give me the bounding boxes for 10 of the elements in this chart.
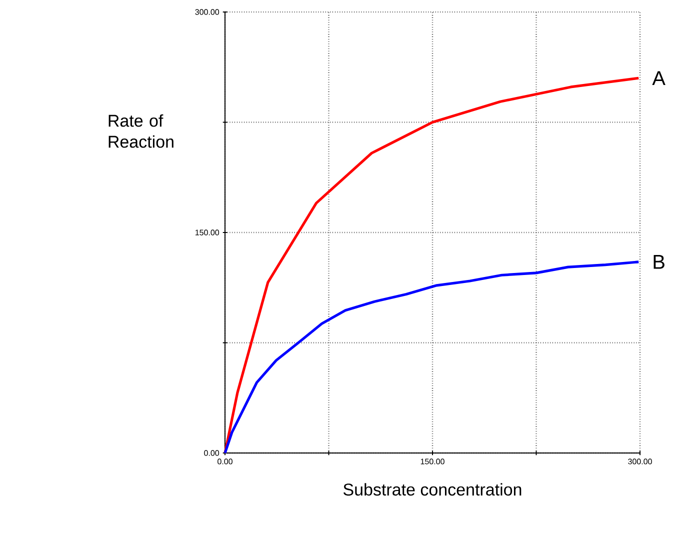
x-tick-label: 150.00 (420, 458, 444, 464)
x-tick-label: 0.00 (218, 458, 232, 464)
y-axis-title: Rate of Reaction (108, 114, 174, 148)
series-label: B (654, 255, 664, 269)
y-tick-label: 150.00 (195, 230, 220, 236)
x-tick-label: 300.00 (628, 458, 652, 464)
y-tick-label: 0.00 (204, 450, 220, 456)
series-label: A (652, 71, 666, 86)
y-tick-label: 300.00 (195, 9, 220, 15)
x-axis-title: Substrate concentration (343, 483, 522, 496)
